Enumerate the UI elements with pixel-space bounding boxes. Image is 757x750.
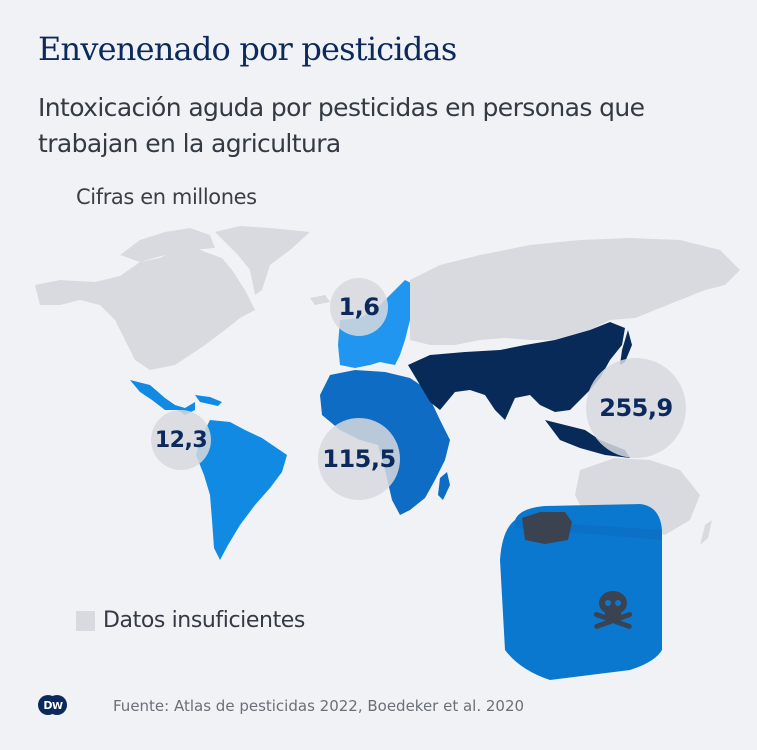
region-iceland (310, 295, 330, 305)
region-new-zealand (700, 520, 712, 545)
region-japan (620, 330, 632, 365)
region-canada-islands (120, 228, 215, 262)
value-bubble-asia: 255,9 (586, 358, 686, 458)
legend-swatch-no-data (76, 610, 95, 631)
value-bubble-africa: 115,5 (318, 418, 400, 500)
region-russia (410, 238, 740, 345)
svg-text:D: D (43, 699, 52, 712)
region-caribbean (195, 395, 222, 406)
chart-title: Envenenado por pesticidas (38, 30, 457, 68)
region-asia (408, 322, 625, 420)
legend-label-no-data: Datos insuficientes (103, 608, 305, 633)
region-south-america (196, 420, 287, 560)
dw-logo-icon: D W (38, 695, 67, 715)
svg-text:W: W (52, 701, 63, 712)
region-madagascar (438, 472, 450, 500)
footer: D W (38, 693, 67, 717)
chart-subtitle: Intoxicación aguda por pesticidas en per… (38, 93, 645, 158)
poison-canister-illustration (500, 504, 662, 680)
source-note: Fuente: Atlas de pesticidas 2022, Boedek… (113, 697, 525, 715)
region-north-america (35, 245, 255, 370)
region-greenland (215, 226, 310, 295)
unit-label: Cifras en millones (76, 185, 257, 209)
region-mexico-central-america (130, 380, 195, 415)
skull-crossbones-icon (593, 591, 633, 629)
legend: Datos insuficientes (76, 608, 305, 633)
value-bubble-latam: 12,3 (151, 410, 211, 470)
value-bubble-europe: 1,6 (330, 278, 388, 336)
